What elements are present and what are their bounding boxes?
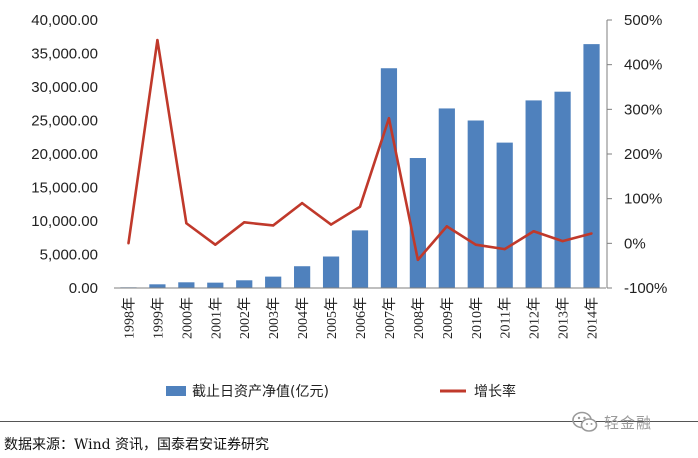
x-tick-label: 2010年 xyxy=(469,297,485,339)
line-point xyxy=(561,239,564,243)
line-point xyxy=(445,225,449,228)
line-point xyxy=(300,201,304,205)
bar xyxy=(178,282,195,288)
line-point xyxy=(358,205,362,208)
y-right-tick-label: 500% xyxy=(624,12,662,29)
line-point xyxy=(532,230,535,233)
line-point xyxy=(271,224,275,227)
bar xyxy=(554,91,571,288)
bar xyxy=(525,100,542,289)
bar xyxy=(294,266,311,288)
y-left-tick-label: 0.00 xyxy=(69,280,98,297)
x-tick-label: 2008年 xyxy=(411,297,427,339)
x-tick-label: 2012年 xyxy=(527,297,543,339)
growth-line xyxy=(127,38,592,262)
y-right-tick-label: 200% xyxy=(624,146,662,163)
line-point xyxy=(329,223,333,226)
source-note: 数据来源：Wind 资讯，国泰君安证券研究 xyxy=(4,437,270,453)
line-point xyxy=(185,222,188,225)
line-point xyxy=(387,117,391,120)
left-y-axis: 0.00 5,000.00 10,000.00 15,000.00 20,000.00 2… xyxy=(31,12,98,297)
y-left-tick-label: 25,000.00 xyxy=(31,113,98,130)
combo-chart: 0.00 5,000.00 10,000.00 15,000.00 20,000.00 2… xyxy=(31,12,667,400)
right-y-axis: -100% 0% 100% 200% 300% 400% 500% xyxy=(606,12,667,297)
bar xyxy=(438,108,455,288)
line-point xyxy=(474,243,477,246)
y-right-tick-label: -100% xyxy=(624,280,667,297)
y-right-tick-label: 400% xyxy=(624,57,662,74)
x-tick-label: 2009年 xyxy=(440,297,456,339)
x-tick-label: 1999年 xyxy=(150,297,166,339)
x-tick-label: 2002年 xyxy=(237,297,253,339)
y-left-tick-label: 15,000.00 xyxy=(31,180,98,197)
line-point xyxy=(127,242,130,245)
bar xyxy=(409,158,426,288)
x-tick-label: 2001年 xyxy=(208,297,224,339)
x-tick-label: 2003年 xyxy=(266,297,282,339)
line-point xyxy=(156,38,159,42)
x-tick-label: 2014年 xyxy=(585,297,601,339)
bar xyxy=(351,230,369,288)
x-tick-label: 2007年 xyxy=(382,297,398,339)
bar xyxy=(265,276,282,288)
bar xyxy=(322,256,340,288)
legend-label-line: 增长率 xyxy=(474,383,516,400)
legend: 截止日资产净值(亿元) 增长率 xyxy=(166,383,516,400)
x-tick-label: 2004年 xyxy=(295,297,311,339)
line-point xyxy=(416,258,420,262)
x-tick-label: 2005年 xyxy=(324,297,340,339)
y-right-tick-label: 100% xyxy=(624,191,662,208)
line-point xyxy=(214,243,217,246)
x-tick-label: 1998年 xyxy=(121,297,137,339)
divider xyxy=(0,421,698,422)
x-tick-label: 2006年 xyxy=(353,297,369,339)
legend-label-bar: 截止日资产净值(亿元) xyxy=(192,384,329,400)
x-axis: 1998年 1999年 2000年 2001年 2002年 2003年 2004年 2005年… xyxy=(114,287,606,339)
y-left-tick-label: 35,000.00 xyxy=(31,46,98,63)
bar xyxy=(467,120,484,288)
bar xyxy=(236,280,253,288)
watermark: 轻金融 xyxy=(572,409,694,435)
y-right-tick-label: 0% xyxy=(624,235,646,252)
line-point xyxy=(243,221,246,224)
bar xyxy=(583,44,600,289)
y-left-tick-label: 20,000.00 xyxy=(31,146,98,163)
y-left-tick-label: 10,000.00 xyxy=(31,213,98,230)
bar xyxy=(496,142,513,288)
bar-series xyxy=(120,44,600,289)
bar xyxy=(149,284,166,288)
x-tick-label: 2000年 xyxy=(179,297,195,339)
y-left-tick-label: 40,000.00 xyxy=(31,12,98,29)
line-series xyxy=(127,38,593,262)
watermark-text: 轻金融 xyxy=(604,413,653,432)
legend-swatch-bar xyxy=(166,386,186,396)
bar xyxy=(207,282,224,288)
line-point xyxy=(590,232,593,235)
wechat-icon xyxy=(572,411,598,432)
x-tick-label: 2011年 xyxy=(498,297,514,338)
bar xyxy=(380,68,398,289)
line-point xyxy=(503,247,506,251)
y-right-tick-label: 300% xyxy=(624,101,662,118)
x-tick-label: 2013年 xyxy=(556,297,572,339)
y-left-tick-label: 5,000.00 xyxy=(40,247,98,264)
y-left-tick-label: 30,000.00 xyxy=(31,79,98,96)
